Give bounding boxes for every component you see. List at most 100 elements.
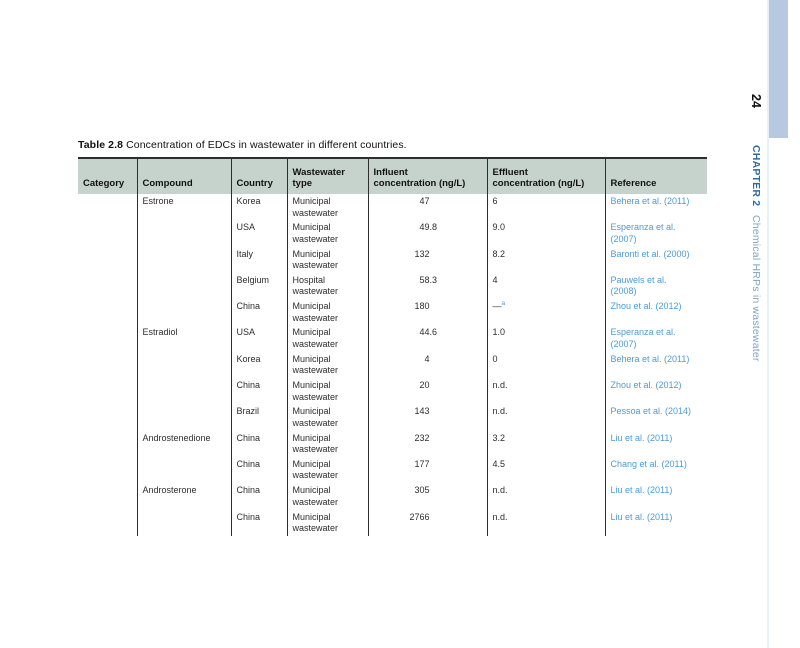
cell-country: Belgium — [230, 272, 287, 300]
effluent-value: 3.2 — [492, 432, 506, 443]
cell-reference: Liu et al. (2011) — [604, 430, 707, 457]
reference-link[interactable]: Behera et al. (2011) — [610, 196, 690, 206]
cell-compound — [136, 404, 231, 431]
table-header-row: Category Compound Country Wastewater typ… — [78, 158, 707, 194]
cell-wastewater-type: Municipal wastewater — [286, 246, 368, 273]
cell-influent: 4 — [367, 351, 487, 379]
cell-category — [78, 457, 137, 483]
effluent-value: 4 — [492, 274, 498, 285]
cell-effluent: n.d. — [486, 404, 605, 431]
cell-country: Italy — [230, 246, 287, 273]
reference-link[interactable]: Baronti et al. (2000) — [610, 248, 690, 259]
table-row: China Municipal wastewater 2766 n.d. Liu… — [78, 509, 707, 536]
column-header-effluent: Effluent concentration (ng/L) — [486, 158, 605, 194]
cell-influent: 232 — [367, 430, 487, 457]
cell-country: China — [230, 483, 287, 510]
cell-compound: Androstenedione — [136, 430, 231, 457]
effluent-value: n.d. — [492, 485, 508, 496]
reference-link[interactable]: Esperanza et al. (2007) — [610, 327, 676, 349]
table-row: Estradiol USA Municipal wastewater 44.6 … — [78, 325, 707, 352]
cell-influent: 143 — [367, 404, 487, 431]
cell-wastewater-type: Hospital wastewater — [286, 272, 368, 300]
cell-country: China — [230, 509, 287, 536]
reference-link[interactable]: Pauwels et al. (2008) — [610, 274, 667, 297]
cell-effluent: 0 — [486, 351, 605, 379]
reference-link[interactable]: Liu et al. (2011) — [610, 485, 673, 496]
cell-reference: Zhou et al. (2012) — [604, 378, 707, 405]
table-caption-text: Concentration of EDCs in wastewater in d… — [126, 139, 407, 151]
table-row: USA Municipal wastewater 49.8 9.0 Espera… — [78, 220, 707, 247]
cell-compound — [136, 220, 231, 247]
cell-effluent: —a — [486, 299, 605, 326]
reference-link[interactable]: Pessoa et al. (2014) — [610, 406, 692, 417]
cell-wastewater-type: Municipal wastewater — [286, 325, 368, 352]
cell-influent: 58.3 — [367, 272, 487, 300]
table-row: China Municipal wastewater 180 —a Zhou e… — [78, 299, 707, 326]
cell-wastewater-type: Municipal wastewater — [286, 509, 368, 536]
influent-int: 58 — [419, 274, 430, 285]
cell-category — [78, 299, 137, 325]
cell-wastewater-type: Municipal wastewater — [286, 299, 368, 326]
cell-country: China — [230, 456, 287, 484]
influent-dec: .3 — [429, 274, 438, 285]
column-header-wastewater-type: Wastewater type — [286, 158, 368, 194]
effluent-value: 4.5 — [492, 458, 506, 469]
influent-int: 305 — [414, 485, 430, 496]
influent-int: 177 — [414, 458, 430, 469]
cell-reference: Pauwels et al. (2008) — [604, 272, 707, 300]
cell-effluent: n.d. — [486, 378, 605, 405]
cell-country: Brazil — [230, 404, 287, 431]
influent-int: 132 — [414, 248, 430, 259]
cell-reference: Pessoa et al. (2014) — [604, 404, 707, 431]
reference-link[interactable]: Liu et al. (2011) — [610, 511, 673, 522]
chapter-header: CHAPTER 2 Chemical HRPs in wastewater — [750, 145, 762, 362]
cell-compound: Estrone — [136, 194, 231, 221]
cell-country: China — [230, 378, 287, 405]
page-edge-line — [767, 0, 769, 648]
cell-wastewater-type: Municipal wastewater — [286, 456, 368, 484]
cell-wastewater-type: Municipal wastewater — [286, 483, 368, 510]
cell-category — [78, 194, 137, 220]
effluent-value: 8.2 — [492, 248, 506, 259]
effluent-value: 1.0 — [492, 327, 506, 338]
column-header-country: Country — [230, 158, 287, 194]
reference-link[interactable]: Liu et al. (2011) — [610, 432, 673, 443]
table-row: Italy Municipal wastewater 132 8.2 Baron… — [78, 246, 707, 273]
cell-effluent: 8.2 — [486, 246, 605, 273]
cell-reference: Behera et al. (2011) — [604, 194, 707, 221]
cell-effluent: 4 — [486, 272, 605, 300]
cell-reference: Liu et al. (2011) — [604, 483, 707, 510]
chapter-title: Chemical HRPs in wastewater — [750, 215, 762, 363]
cell-reference: Baronti et al. (2000) — [604, 246, 707, 273]
cell-influent: 49.8 — [367, 220, 487, 247]
cell-country: USA — [230, 325, 287, 352]
cell-category — [78, 247, 137, 273]
cell-category — [78, 273, 137, 299]
reference-link[interactable]: Esperanza et al. (2007) — [610, 222, 676, 244]
cell-influent: 132 — [367, 246, 487, 273]
reference-link[interactable]: Zhou et al. (2012) — [610, 380, 682, 391]
reference-link[interactable]: Chang et al. (2011) — [610, 458, 687, 469]
cell-reference: Behera et al. (2011) — [604, 351, 707, 379]
effluent-value: n.d. — [492, 406, 508, 417]
table-row: Brazil Municipal wastewater 143 n.d. Pes… — [78, 404, 707, 431]
influent-int: 180 — [414, 301, 430, 312]
reference-link[interactable]: Behera et al. (2011) — [610, 353, 690, 364]
cell-compound — [136, 456, 231, 484]
cell-influent: 47 — [367, 194, 487, 221]
reference-link[interactable]: Zhou et al. (2012) — [610, 301, 682, 312]
column-header-compound: Compound — [136, 158, 231, 194]
cell-effluent: 6 — [486, 194, 605, 221]
cell-category — [78, 510, 137, 536]
cell-category — [78, 325, 137, 351]
influent-dec: .8 — [429, 222, 438, 233]
cell-category — [78, 378, 137, 404]
cell-wastewater-type: Municipal wastewater — [286, 378, 368, 405]
cell-reference: Esperanza et al. (2007) — [604, 325, 707, 352]
footnote-marker[interactable]: a — [501, 300, 506, 308]
column-header-influent: Influent concentration (ng/L) — [367, 158, 487, 194]
chapter-tab-bar — [769, 0, 788, 138]
cell-wastewater-type: Municipal wastewater — [286, 430, 368, 457]
cell-influent: 2766 — [367, 509, 487, 536]
effluent-value: 9.0 — [492, 222, 506, 233]
